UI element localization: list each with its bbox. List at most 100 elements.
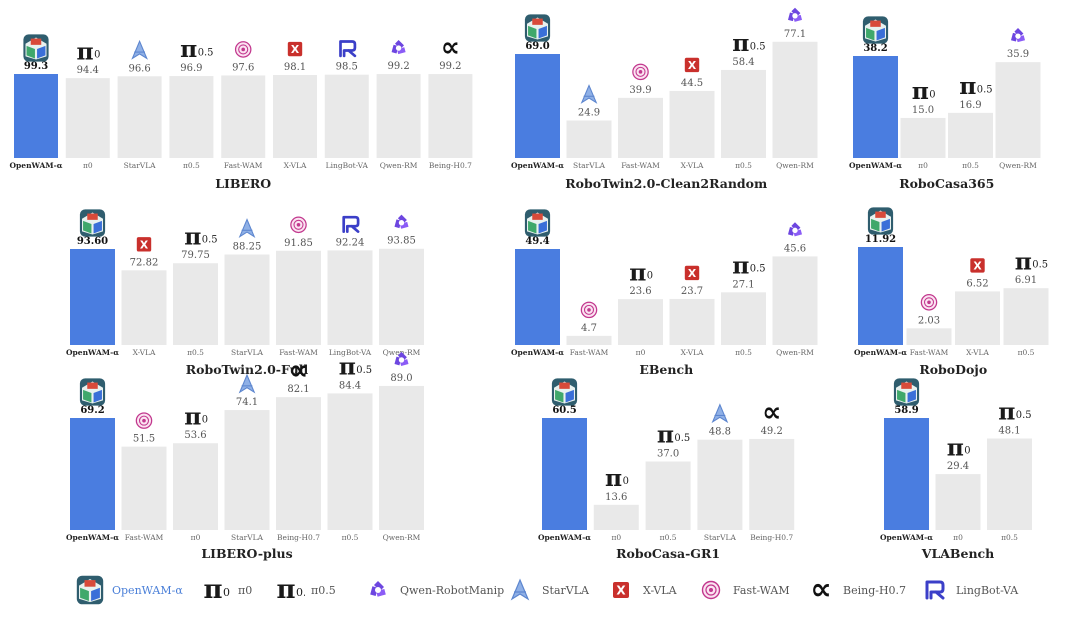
data-label: 6.91	[1015, 275, 1037, 286]
tick-label: Being-H0.7	[429, 161, 472, 170]
tick-label: Fast-WAM	[910, 348, 949, 357]
legend-label: LingBot-VA	[956, 583, 1019, 597]
bar-starvla	[566, 120, 612, 158]
chart-title: LIBERO	[215, 176, 271, 191]
tick-label: Fast-WAM	[279, 348, 318, 357]
tick-label: Being-H0.7	[750, 533, 793, 542]
data-label: 24.9	[578, 107, 600, 118]
chart-title: LIBERO-plus	[201, 546, 292, 561]
data-label: 39.9	[629, 85, 651, 96]
openwam-logo-icon	[893, 378, 920, 406]
data-label: 98.5	[336, 62, 358, 73]
tick-label: π0.5	[183, 161, 200, 170]
being-alpha-icon: ∝	[810, 574, 831, 606]
tick-label: π0	[953, 533, 963, 542]
data-label: 37.0	[657, 449, 679, 460]
bar-qwen-rm	[995, 62, 1041, 159]
svg-text:0: 0	[223, 586, 230, 599]
tick-label: π0	[83, 161, 93, 170]
bar-0-5	[645, 461, 691, 530]
fastwam-icon	[701, 580, 721, 600]
data-label: 4.7	[581, 323, 597, 334]
svg-text:X: X	[973, 259, 982, 272]
legend-item-openwam: OpenWAM-α	[74, 570, 183, 610]
bar-0-5	[173, 263, 218, 345]
qwen-icon	[1010, 28, 1026, 43]
starvla-icon	[238, 373, 256, 394]
legend-label: X-VLA	[643, 583, 677, 597]
legend-label: Qwen-RobotManip	[400, 583, 505, 597]
data-label: 99.3	[24, 61, 48, 72]
tick-label: Qwen-RM	[999, 161, 1037, 170]
bar-starvla	[697, 439, 743, 530]
tick-label: π0.5	[1001, 533, 1018, 542]
svg-text:X: X	[291, 43, 300, 56]
tick-label: OpenWAM-α	[538, 533, 591, 542]
bar-0	[618, 299, 663, 345]
bar-being-h0-7	[276, 397, 321, 530]
data-label: 69.0	[525, 41, 549, 52]
data-label: 45.6	[784, 243, 806, 254]
data-label: 44.5	[681, 78, 703, 89]
svg-text:0.5: 0.5	[977, 84, 993, 95]
bar-starvla	[224, 254, 270, 345]
legend-item-starvla: StarVLA	[504, 570, 589, 610]
svg-text:0.5: 0.5	[198, 47, 214, 58]
tick-label: π0.5	[735, 348, 752, 357]
tick-label: LingBot-VA	[329, 348, 372, 357]
legend-label: π0	[238, 583, 253, 597]
svg-text:X: X	[140, 238, 149, 251]
data-label: 11.92	[865, 234, 896, 245]
tick-label: StarVLA	[231, 348, 264, 357]
svg-text:0: 0	[964, 445, 970, 456]
tick-label: π0	[636, 348, 646, 357]
data-label: 51.5	[133, 434, 155, 445]
bar-lingbot-va	[327, 250, 373, 345]
legend-item-qwen-robotmanip: Qwen-RobotManip	[362, 570, 504, 610]
tick-label: X-VLA	[284, 161, 307, 170]
being-alpha-icon: ∝	[762, 397, 781, 428]
data-label: 84.4	[339, 380, 361, 391]
tick-label: Fast-WAM	[224, 161, 263, 170]
bar-qwen-rm	[772, 41, 818, 158]
data-label: 97.6	[232, 62, 254, 73]
svg-text:0: 0	[202, 415, 208, 426]
data-label: 74.1	[236, 397, 258, 408]
svg-text:π: π	[77, 37, 94, 65]
bar-starvla	[224, 410, 270, 530]
chart-title: RoboCasa365	[899, 176, 994, 191]
bar-openwam	[70, 418, 115, 530]
bar-being-h0-7	[428, 74, 473, 158]
legend-label: OpenWAM-α	[112, 583, 183, 597]
tick-label: Fast-WAM	[621, 161, 660, 170]
data-label: 98.1	[284, 62, 306, 73]
pi05-symbol-icon: π0.5	[276, 575, 305, 605]
data-label: 29.4	[947, 461, 969, 472]
bar-openwam	[515, 54, 560, 158]
svg-text:π: π	[912, 77, 929, 105]
bar-qwen-rm	[772, 256, 818, 345]
svg-text:π: π	[732, 29, 749, 57]
data-label: 58.4	[732, 57, 754, 68]
svg-text:π: π	[947, 433, 964, 461]
qwen-icon	[370, 581, 386, 597]
bar-x-vla	[669, 298, 715, 345]
svg-text:0.5: 0.5	[202, 235, 218, 246]
bar-0-5	[948, 112, 993, 158]
being-alpha-icon: ∝	[441, 32, 460, 63]
chart-title: RoboDojo	[919, 362, 987, 377]
fastwam-icon	[580, 301, 598, 319]
data-label: 96.9	[180, 63, 202, 74]
legend-label: Fast-WAM	[733, 583, 790, 597]
data-label: 2.03	[918, 315, 940, 326]
data-label: 48.1	[998, 426, 1020, 437]
bar-0-5	[1003, 288, 1049, 345]
bar-qwen-rm	[379, 248, 424, 345]
data-label: 91.85	[284, 238, 313, 249]
